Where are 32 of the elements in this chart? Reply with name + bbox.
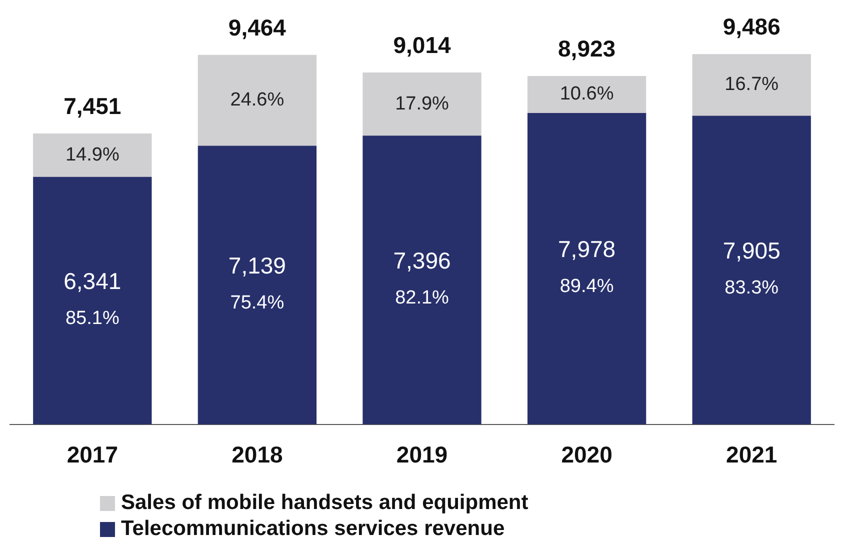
legend-label: Telecommunications services revenue xyxy=(121,516,505,542)
x-tick-label: 2019 xyxy=(396,442,448,468)
bar xyxy=(362,72,482,136)
bar xyxy=(33,176,152,424)
annotation: 14.9% xyxy=(65,144,120,166)
x-tick-label: 2017 xyxy=(66,442,118,468)
bar xyxy=(527,112,646,424)
annotation: 10.6% xyxy=(560,84,614,105)
bar xyxy=(33,134,152,177)
bar xyxy=(527,76,646,113)
annotation: 24.6% xyxy=(230,90,284,111)
total-label: 9,464 xyxy=(228,14,286,40)
data-label: 7,978 89.4% xyxy=(558,236,616,297)
bar xyxy=(198,146,317,424)
bar xyxy=(362,136,482,424)
annotation: 17.9% xyxy=(395,93,450,114)
bar xyxy=(692,54,811,116)
x-tick-label: 2021 xyxy=(726,442,778,468)
annotation: 16.7% xyxy=(724,74,779,96)
data-label: 7,905 83.3% xyxy=(722,237,780,298)
x-tick-label: 2018 xyxy=(232,442,283,468)
data-label: 7,139 75.4% xyxy=(228,252,286,314)
x-tick-label: 2020 xyxy=(561,442,612,468)
legend-label: Sales of mobile handsets and equipment xyxy=(121,490,528,516)
total-label: 8,923 xyxy=(558,35,616,62)
total-label: 7,451 xyxy=(64,92,122,119)
bar xyxy=(198,54,317,146)
total-label: 9,014 xyxy=(393,32,451,58)
data-label: 6,341 85.1% xyxy=(64,268,122,329)
bar xyxy=(692,116,811,424)
data-label: 7,396 82.1% xyxy=(393,247,451,308)
total-label: 9,486 xyxy=(722,13,780,40)
